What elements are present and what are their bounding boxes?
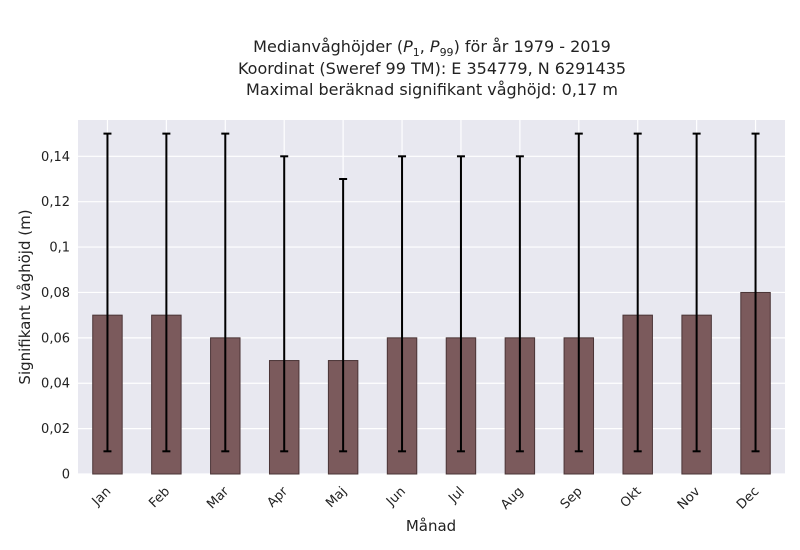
- chart-title-line-1: Medianvåghöjder (P1, P99) för år 1979 - …: [253, 37, 611, 59]
- x-tick-label: Jul: [445, 484, 467, 506]
- plot-area-background: [78, 120, 785, 474]
- error-bar-dec: [751, 132, 760, 453]
- x-tick-label: Aug: [498, 484, 527, 513]
- title-p-low-sub: 1: [413, 46, 420, 59]
- title-p-high-sub: 99: [440, 46, 454, 59]
- x-tick-label: Okt: [618, 484, 645, 511]
- title-prefix: Medianvåghöjder (: [253, 37, 403, 56]
- chart-title-line-2: Koordinat (Sweref 99 TM): E 354779, N 62…: [238, 59, 626, 78]
- y-tick-label: 0: [62, 468, 70, 483]
- x-tick-label: Nov: [675, 484, 704, 513]
- error-bar-feb: [162, 132, 171, 453]
- x-tick-label: Feb: [146, 484, 173, 511]
- error-bar-jan: [103, 132, 112, 453]
- error-bar-okt: [633, 132, 642, 453]
- x-tick-label: Jan: [89, 484, 114, 509]
- y-tick-label: 0,12: [41, 195, 70, 210]
- x-tick-label: Dec: [734, 484, 762, 512]
- x-tick-label: Maj: [323, 484, 350, 511]
- error-bar-aug: [515, 155, 524, 453]
- error-bar-apr: [280, 155, 289, 453]
- error-bar-jun: [398, 155, 407, 453]
- y-axis-label: Signifikant våghöjd (m): [16, 209, 34, 384]
- title-separator: ,: [420, 37, 430, 56]
- error-bars: [103, 132, 760, 453]
- title-p-low: P: [403, 37, 413, 56]
- title-suffix: ) för år 1979 - 2019: [454, 37, 611, 56]
- y-axis-ticks: 0 0,02 0,04 0,06 0,08 0,1 0,12 0,14: [41, 150, 70, 483]
- x-axis-ticks: Jan Feb Mar Apr Maj Jun Jul Aug Sep Okt Nov Dec: [89, 484, 763, 513]
- y-tick-label: 0,1: [49, 241, 70, 256]
- y-tick-label: 0,08: [41, 286, 70, 301]
- y-tick-label: 0,14: [41, 150, 70, 165]
- error-bar-jul: [456, 155, 465, 453]
- error-bar-mar: [221, 132, 230, 453]
- x-tick-label: Jun: [383, 484, 409, 510]
- error-bar-nov: [692, 132, 701, 453]
- x-tick-label: Sep: [558, 484, 586, 512]
- x-tick-label: Mar: [204, 484, 232, 512]
- chart-title-line-3: Maximal beräknad signifikant våghöjd: 0,…: [246, 80, 618, 99]
- y-tick-label: 0,04: [41, 377, 70, 392]
- title-p-high: P: [430, 37, 440, 56]
- error-bar-maj: [339, 178, 348, 453]
- y-tick-label: 0,02: [41, 422, 70, 437]
- y-tick-label: 0,06: [41, 331, 70, 346]
- x-axis-label: Månad: [406, 517, 456, 535]
- error-bar-sep: [574, 132, 583, 453]
- x-tick-label: Apr: [265, 484, 292, 511]
